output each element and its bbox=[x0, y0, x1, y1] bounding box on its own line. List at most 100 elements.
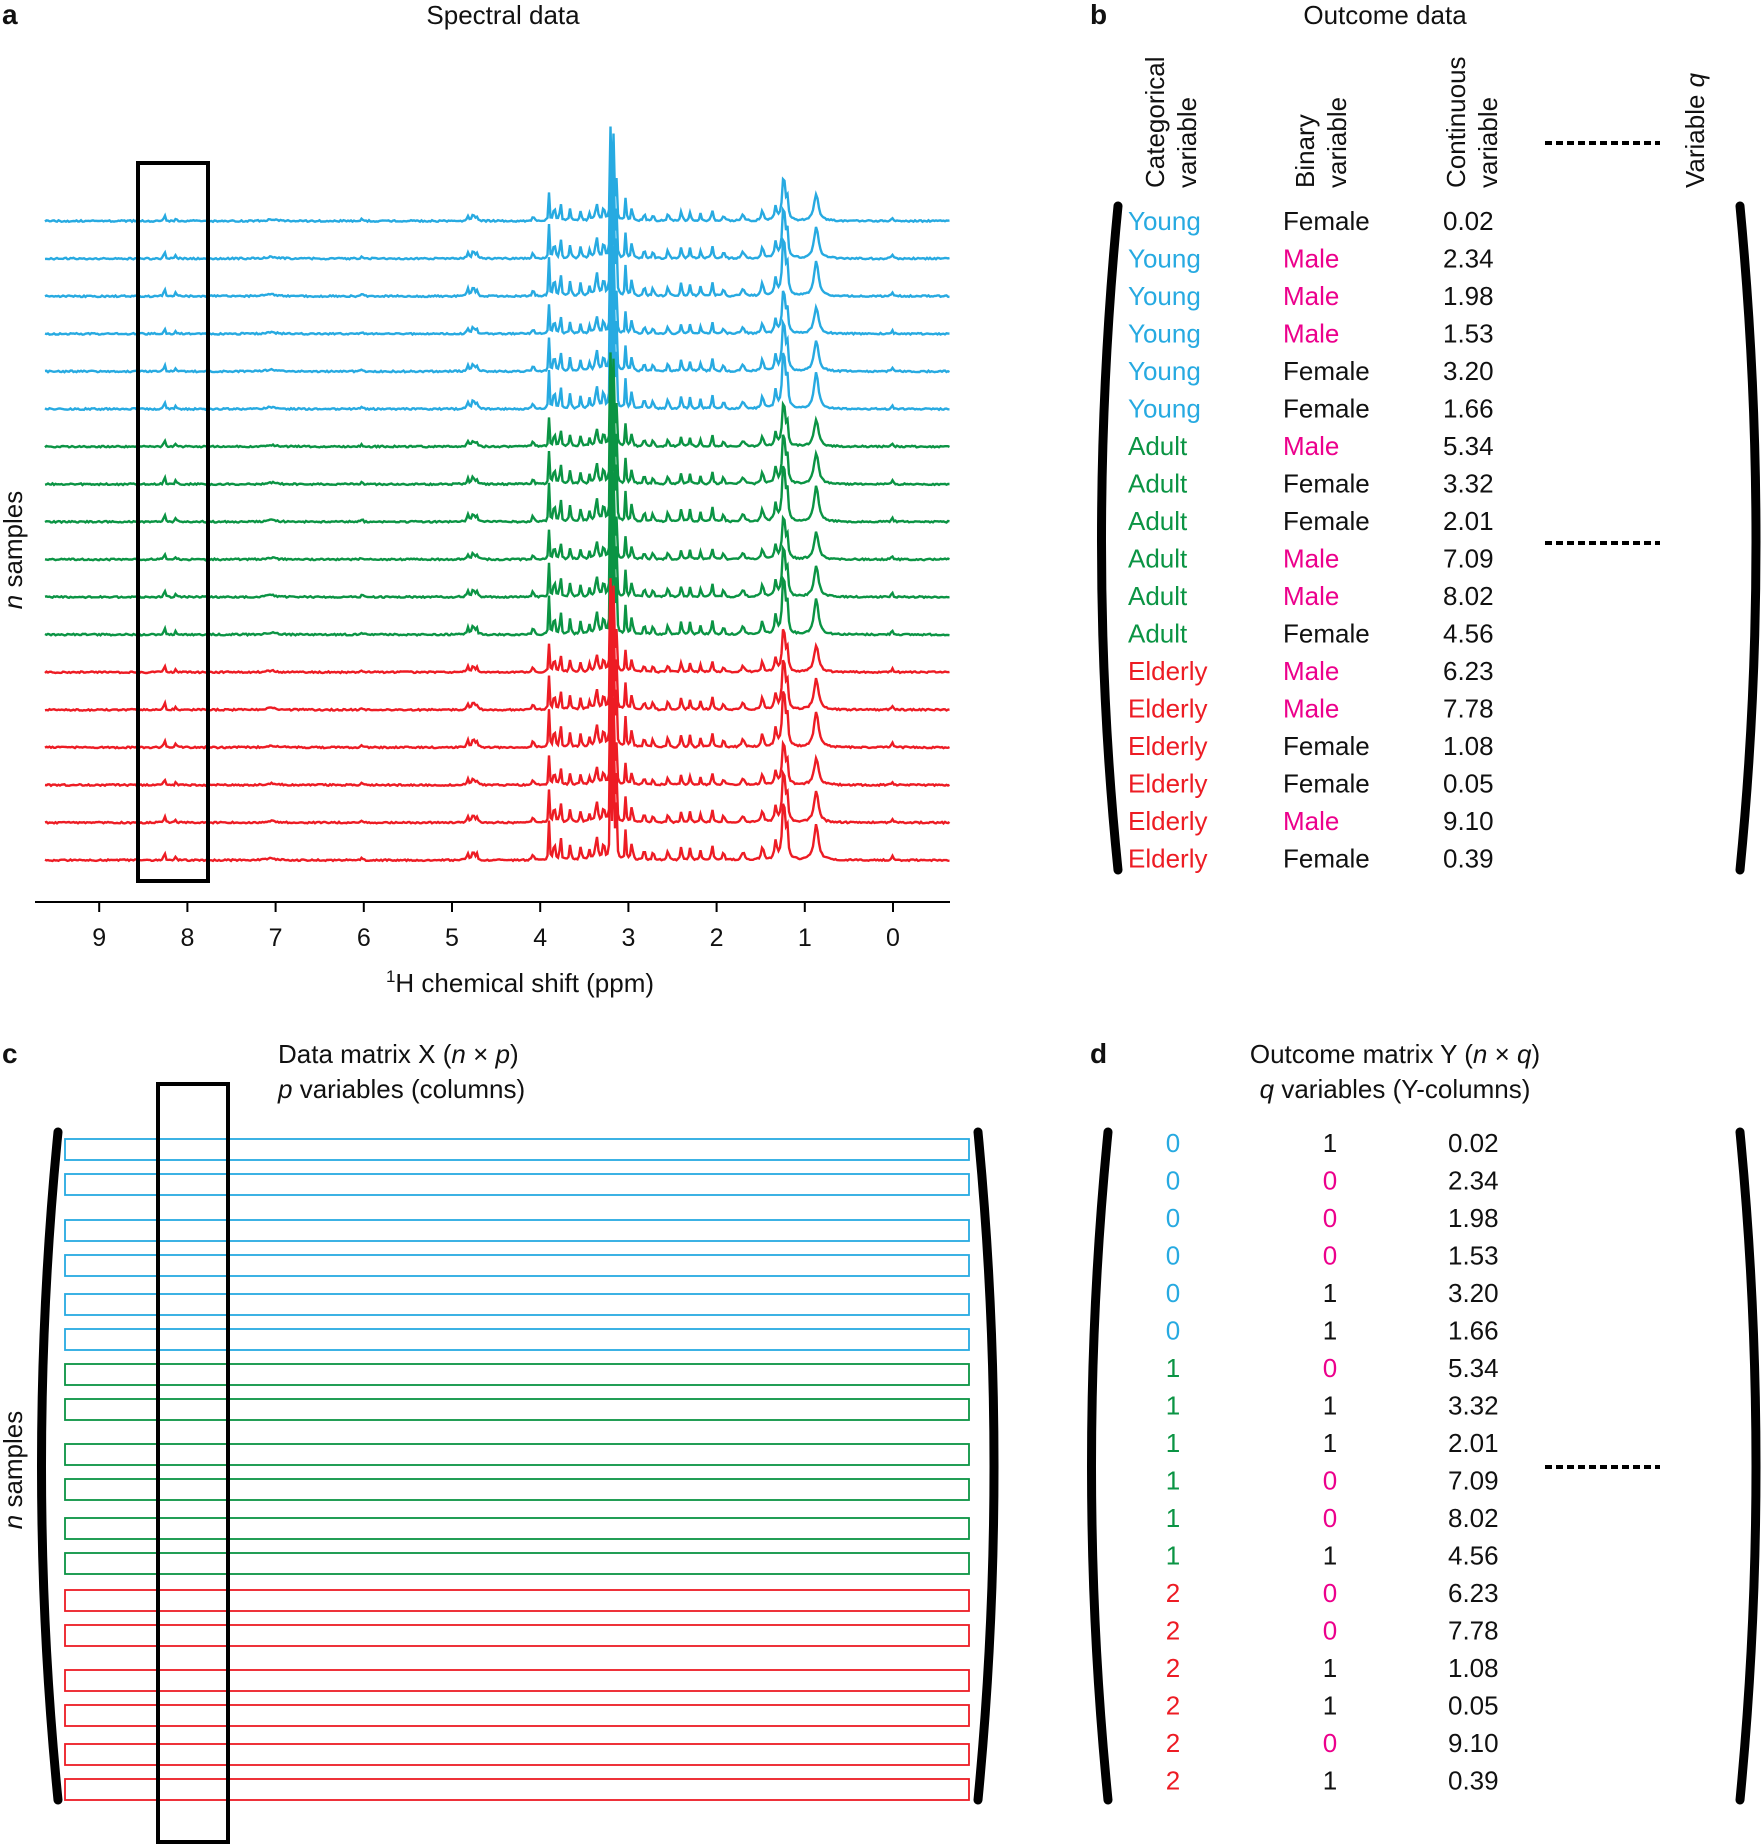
cell-binary-code: 1 bbox=[1323, 1428, 1337, 1458]
spectrum-trace-13 bbox=[44, 578, 950, 675]
x-tick-label: 1 bbox=[798, 924, 812, 952]
cell-continuous: 2.01 bbox=[1443, 506, 1494, 536]
matrix-row bbox=[64, 1173, 970, 1196]
cell-code: 1 bbox=[1166, 1353, 1180, 1383]
d-subtitle-rest: variables (Y-columns) bbox=[1274, 1074, 1530, 1104]
cell-code: 0 bbox=[1166, 1316, 1180, 1346]
cell-binary: Female bbox=[1283, 356, 1370, 386]
spectrum-trace-4 bbox=[44, 238, 950, 337]
column-header-binary: Binary variable bbox=[1290, 97, 1352, 188]
cell-categorical: Adult bbox=[1128, 544, 1188, 574]
cell-continuous: 7.09 bbox=[1443, 544, 1494, 574]
spectrum-trace-9 bbox=[44, 395, 950, 525]
d-subtitle-q: q bbox=[1260, 1074, 1275, 1104]
c-title-n: n bbox=[451, 1039, 465, 1069]
cell-categorical: Adult bbox=[1128, 506, 1188, 536]
outcome-matrix-table: 0 1 0.02 0 0 2.34 0 0 1.98 0 0 1.53 0 1 3.20 0 1 1.66 1 0 5.… bbox=[1166, 1128, 1499, 1796]
cell-binary-code: 0 bbox=[1323, 1503, 1337, 1533]
left-bracket-b bbox=[1097, 201, 1123, 875]
cell-binary-code: 1 bbox=[1323, 1653, 1337, 1683]
cell-binary-code: 1 bbox=[1323, 1278, 1337, 1308]
panel-d-subtitle: q variables (Y-columns) bbox=[1260, 1074, 1531, 1104]
cell-value: 1.66 bbox=[1448, 1316, 1499, 1346]
cell-binary-code: 0 bbox=[1323, 1578, 1337, 1608]
matrix-row bbox=[64, 1743, 970, 1766]
cell-binary: Male bbox=[1283, 544, 1339, 574]
panel-a-label: a bbox=[2, 0, 18, 30]
spectrum-trace-5 bbox=[44, 260, 951, 374]
cell-categorical: Young bbox=[1128, 356, 1201, 386]
panel-a-title: Spectral data bbox=[426, 0, 580, 30]
y-label-n: n bbox=[0, 595, 28, 609]
cell-code: 2 bbox=[1166, 1766, 1180, 1796]
panel-b-title: Outcome data bbox=[1303, 0, 1467, 30]
c-title-prefix: Data matrix X ( bbox=[278, 1039, 452, 1069]
cell-value: 4.56 bbox=[1448, 1541, 1499, 1571]
cell-continuous: 9.10 bbox=[1443, 806, 1494, 836]
cell-continuous: 0.02 bbox=[1443, 206, 1494, 236]
cell-binary: Male bbox=[1283, 581, 1339, 611]
header-binary-line2: variable bbox=[1322, 97, 1352, 188]
cell-value: 1.08 bbox=[1448, 1653, 1499, 1683]
matrix-row bbox=[64, 1443, 970, 1466]
c-title-p: p bbox=[494, 1039, 509, 1069]
right-bracket-d bbox=[1735, 1127, 1761, 1805]
cell-continuous: 3.32 bbox=[1443, 469, 1494, 499]
header-binary-line1: Binary bbox=[1290, 114, 1320, 188]
cell-categorical: Elderly bbox=[1128, 806, 1207, 836]
spectrum-trace-16 bbox=[44, 691, 951, 788]
highlight-box-matrix bbox=[156, 1082, 230, 1844]
cell-code: 2 bbox=[1166, 1578, 1180, 1608]
matrix-row bbox=[64, 1398, 970, 1421]
cell-binary-code: 0 bbox=[1323, 1466, 1337, 1496]
spectrum-trace-17 bbox=[44, 712, 951, 826]
cell-value: 1.53 bbox=[1448, 1241, 1499, 1271]
column-header-continuous: Continuous variable bbox=[1441, 56, 1503, 188]
cell-categorical: Elderly bbox=[1128, 731, 1207, 761]
cell-binary: Female bbox=[1283, 394, 1370, 424]
cell-value: 8.02 bbox=[1448, 1503, 1499, 1533]
cell-binary: Male bbox=[1283, 281, 1339, 311]
spectrum-trace-15 bbox=[44, 621, 951, 750]
matrix-row bbox=[64, 1254, 970, 1277]
header-categorical-line2: variable bbox=[1172, 97, 1202, 188]
cell-binary: Female bbox=[1283, 469, 1370, 499]
cell-code: 2 bbox=[1166, 1616, 1180, 1646]
cell-value: 7.78 bbox=[1448, 1616, 1499, 1646]
matrix-row bbox=[64, 1328, 970, 1351]
panel-c-subtitle: p variables (columns) bbox=[277, 1074, 525, 1104]
left-bracket-c bbox=[37, 1127, 63, 1805]
cell-categorical: Elderly bbox=[1128, 656, 1207, 686]
matrix-row bbox=[64, 1624, 970, 1647]
spectrum-trace-7 bbox=[44, 352, 951, 449]
cell-continuous: 0.05 bbox=[1443, 769, 1494, 799]
spectrum-trace-14 bbox=[44, 598, 950, 713]
cell-binary-code: 1 bbox=[1323, 1541, 1337, 1571]
cell-code: 1 bbox=[1166, 1391, 1180, 1421]
x-axis-label: 1H chemical shift (ppm) bbox=[386, 967, 654, 998]
cell-binary-code: 0 bbox=[1323, 1353, 1337, 1383]
x-tick-label: 3 bbox=[621, 924, 635, 952]
cell-value: 5.34 bbox=[1448, 1353, 1499, 1383]
cell-continuous: 1.98 bbox=[1443, 281, 1494, 311]
panel-c-label: c bbox=[2, 1038, 18, 1069]
cell-value: 0.39 bbox=[1448, 1766, 1499, 1796]
cell-continuous: 5.34 bbox=[1443, 431, 1494, 461]
cell-continuous: 4.56 bbox=[1443, 619, 1494, 649]
spectrum-trace-8 bbox=[44, 374, 950, 487]
panel-c-y-label: n samples bbox=[0, 1411, 28, 1530]
x-tick-label: 0 bbox=[886, 924, 900, 952]
x-tick-label: 5 bbox=[445, 924, 459, 952]
cell-binary: Male bbox=[1283, 319, 1339, 349]
panel-a-y-label: n samples bbox=[0, 491, 28, 610]
matrix-row bbox=[64, 1552, 970, 1575]
cell-categorical: Adult bbox=[1128, 431, 1188, 461]
cell-categorical: Young bbox=[1128, 244, 1201, 274]
cell-value: 2.34 bbox=[1448, 1166, 1499, 1196]
cell-code: 0 bbox=[1166, 1166, 1180, 1196]
spectrum-trace-2 bbox=[44, 148, 950, 261]
spectrum-trace-6 bbox=[44, 283, 950, 412]
header-variable-q: Variable q bbox=[1680, 72, 1710, 188]
spectrum-trace-18 bbox=[44, 733, 950, 863]
x-tick-label: 6 bbox=[357, 924, 371, 952]
